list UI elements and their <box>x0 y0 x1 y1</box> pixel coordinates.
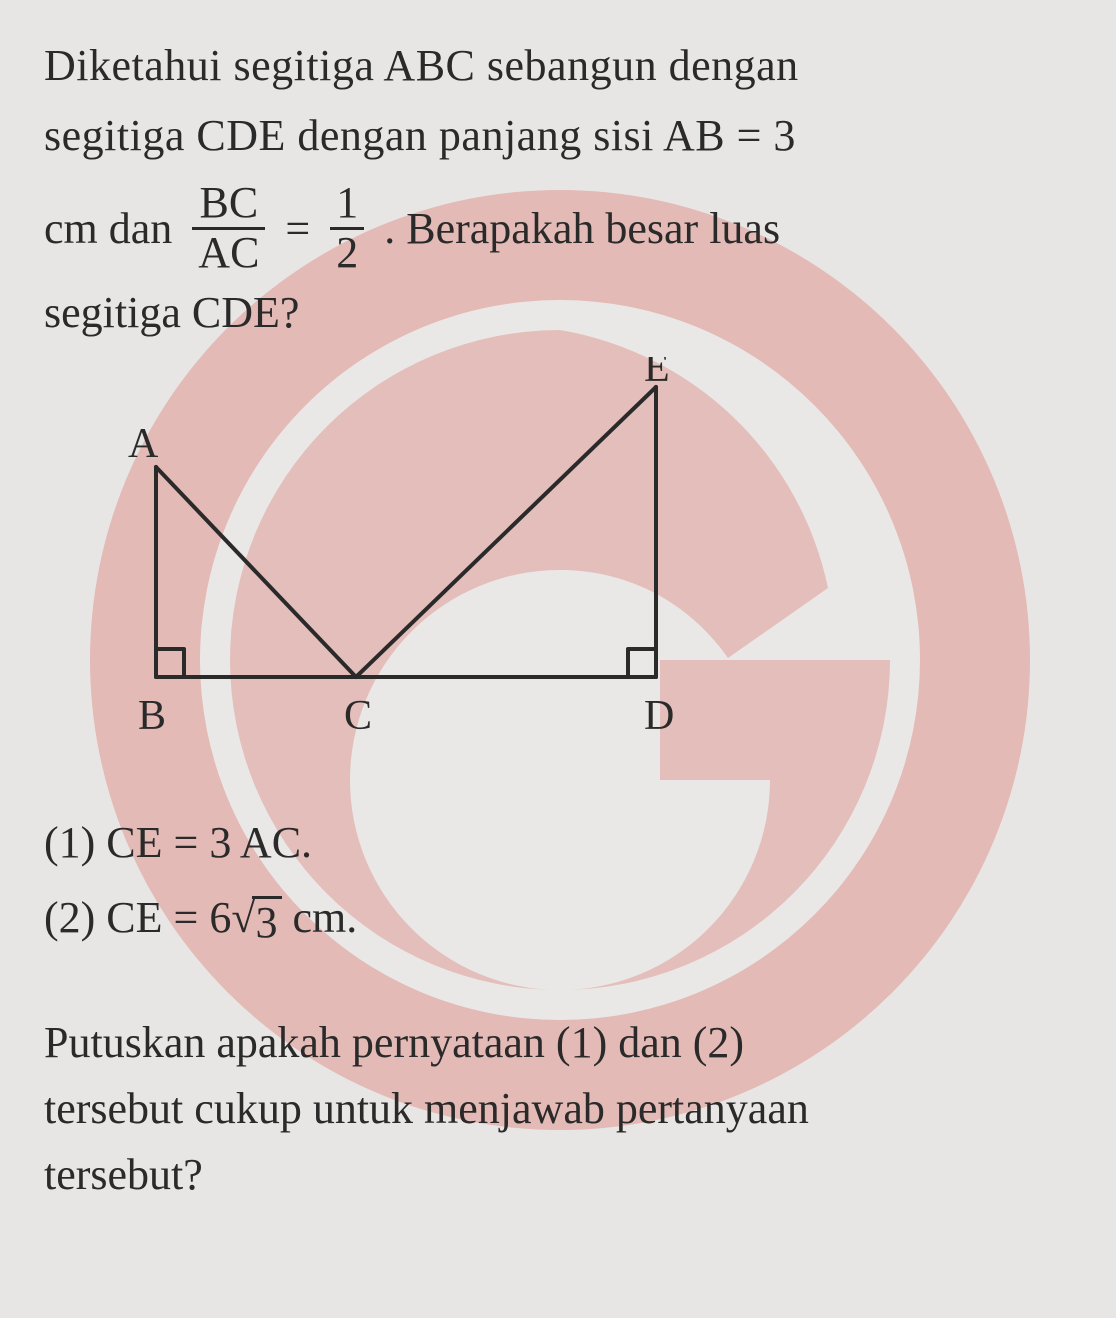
statements: (1) CE = 3 AC. (2) CE = 6√3 cm. <box>44 806 1072 956</box>
fraction-1-2: 1 2 <box>330 180 364 275</box>
svg-text:A: A <box>128 421 159 467</box>
svg-text:D: D <box>644 693 674 739</box>
text-cm-dan: cm dan <box>44 203 172 254</box>
frac-num-bc: BC <box>192 180 265 229</box>
final-line-1: Putuskan apakah pernyataan (1) dan (2) <box>44 1010 1072 1076</box>
svg-text:B: B <box>138 693 166 739</box>
final-question: Putuskan apakah pernyataan (1) dan (2) t… <box>44 1010 1072 1208</box>
problem-line-2: segitiga CDE dengan panjang sisi AB = 3 <box>44 102 1072 170</box>
final-line-2: tersebut cukup untuk menjawab pertanyaan <box>44 1076 1072 1142</box>
frac-den-ac: AC <box>192 230 265 276</box>
frac-den-2: 2 <box>330 230 364 276</box>
statement-1: (1) CE = 3 AC. <box>44 806 1072 881</box>
svg-text:C: C <box>344 693 372 739</box>
sqrt-expr: √3 <box>231 896 281 947</box>
equals-sign: = <box>285 203 310 254</box>
problem-line-4: segitiga CDE? <box>44 282 1072 344</box>
problem-line-3: cm dan BC AC = 1 2 . Berapakah besar lua… <box>44 180 1072 275</box>
problem-line-1: Diketahui segitiga ABC sebangun dengan <box>44 32 1072 100</box>
question-block: Diketahui segitiga ABC sebangun dengan s… <box>0 0 1116 1208</box>
radicand-3: 3 <box>252 896 282 947</box>
frac-num-1: 1 <box>330 180 364 229</box>
triangle-diagram: A B C D E <box>96 357 1072 762</box>
statement-2-pre: (2) CE = 6 <box>44 893 231 942</box>
svg-text:E: E <box>644 357 670 391</box>
statement-2-post: cm. <box>282 893 358 942</box>
text-berapakah: . Berapakah besar luas <box>384 203 1072 254</box>
final-line-3: tersebut? <box>44 1142 1072 1208</box>
statement-2: (2) CE = 6√3 cm. <box>44 881 1072 956</box>
fraction-bc-ac: BC AC <box>192 180 265 275</box>
